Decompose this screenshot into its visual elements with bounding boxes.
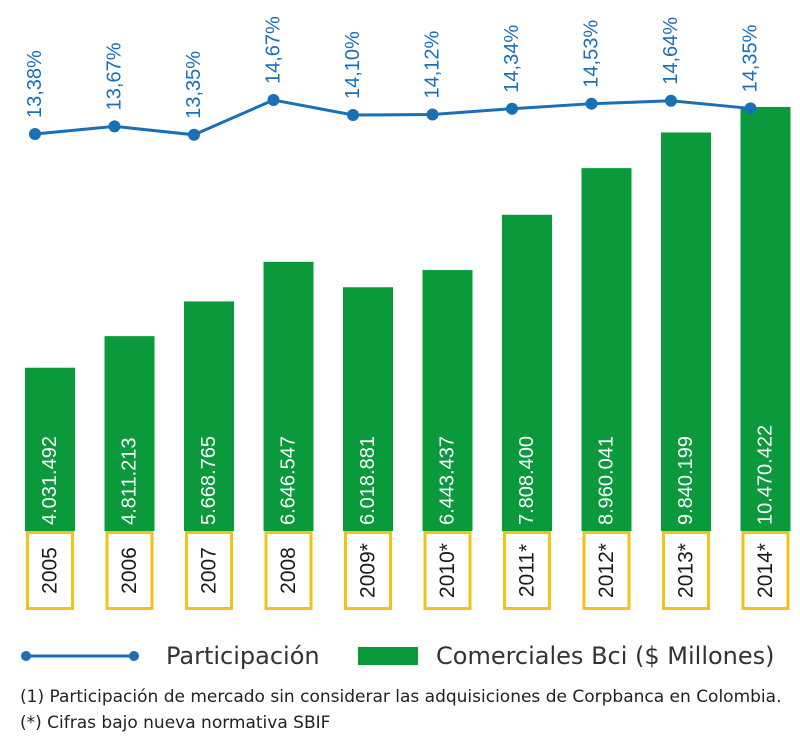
- participacion-value-label-8: 14,64%: [660, 17, 682, 85]
- category-label-8: 2013*: [675, 543, 698, 598]
- legend-participacion: Participación: [20, 638, 320, 674]
- bar-value-label-5: 6.443.437: [437, 436, 459, 525]
- category-box-5: [423, 531, 472, 610]
- category-label-0: 2005: [39, 547, 62, 594]
- bar-value-label-0: 4.031.492: [39, 436, 61, 525]
- legend-bar-swatch: [358, 647, 418, 665]
- bar-2: [184, 301, 234, 531]
- bar-1: [104, 336, 155, 531]
- participacion-value-label-3: 14,67%: [263, 16, 285, 84]
- category-box-2: [185, 531, 233, 610]
- bar-value-label-8: 9.840.199: [675, 436, 697, 525]
- participacion-point-6: [506, 102, 518, 115]
- legend-comerciales: Comerciales Bci ($ Millones): [358, 638, 775, 674]
- legend-line-swatch: [21, 651, 139, 661]
- category-label-9: 2014*: [754, 543, 777, 598]
- participacion-point-4: [347, 109, 359, 122]
- bar-value-label-3: 6.646.547: [278, 436, 300, 525]
- participacion-value-label-4: 14,10%: [342, 31, 364, 99]
- participacion-point-7: [585, 97, 598, 110]
- bar-5: [422, 270, 473, 531]
- participacion-value-label-1: 13,67%: [104, 42, 126, 110]
- bar-3: [263, 261, 314, 531]
- participacion-point-9: [744, 102, 757, 115]
- participacion-value-label-0: 13,38%: [24, 50, 46, 118]
- participacion-point-2: [188, 128, 200, 141]
- category-label-2: 2007: [198, 547, 221, 594]
- category-box-6: [503, 531, 551, 610]
- category-box-3: [264, 531, 313, 610]
- bar-4: [343, 287, 393, 531]
- bar-0: [25, 367, 75, 531]
- bar-value-label-7: 8.960.041: [596, 436, 618, 525]
- category-box-1: [105, 531, 154, 610]
- category-box-9: [741, 531, 790, 610]
- bar-9: [740, 106, 791, 531]
- bar-value-label-1: 4.811.213: [119, 438, 141, 526]
- participacion-value-label-5: 14,12%: [422, 30, 444, 98]
- footnote-1: (1) Participación de mercado sin conside…: [20, 687, 782, 707]
- participacion-value-label-9: 14,35%: [740, 24, 762, 92]
- participacion-value-label-6: 14,34%: [501, 25, 523, 93]
- participacion-point-8: [665, 94, 677, 107]
- participacion-point-5: [426, 108, 439, 121]
- category-box-0: [26, 531, 74, 610]
- category-label-7: 2012*: [595, 543, 618, 598]
- bar-value-label-2: 5.668.765: [198, 436, 220, 525]
- category-box-7: [582, 531, 631, 610]
- bar-value-label-4: 6.018.881: [357, 436, 379, 525]
- participacion-value-label-7: 14,53%: [581, 20, 603, 88]
- bar-value-label-9: 10.470.422: [755, 425, 777, 525]
- category-label-5: 2010*: [436, 543, 459, 598]
- category-box-8: [662, 531, 710, 610]
- category-label-6: 2011*: [516, 544, 539, 597]
- category-label-4: 2009*: [357, 543, 380, 598]
- category-label-1: 2006: [118, 547, 141, 594]
- participacion-value-label-2: 13,35%: [183, 51, 205, 119]
- category-box-4: [344, 531, 392, 610]
- bar-value-label-6: 7.808.400: [516, 436, 538, 525]
- legend-participacion-label: Participación: [166, 642, 320, 670]
- legend-comerciales-label: Comerciales Bci ($ Millones): [436, 642, 775, 670]
- bar-6: [502, 214, 552, 531]
- footnotes: (1) Participación de mercado sin conside…: [20, 684, 781, 736]
- participacion-point-3: [267, 94, 280, 106]
- footnote-2: (*) Cifras bajo nueva normativa SBIF: [20, 713, 331, 733]
- category-label-3: 2008: [277, 547, 300, 594]
- participacion-line: [34, 98, 751, 137]
- bar-7: [581, 168, 632, 531]
- participacion-point-1: [108, 120, 121, 133]
- bar-8: [661, 132, 711, 532]
- participacion-point-0: [29, 128, 41, 140]
- chart-canvas: 4.031.492 2005 4.811.213 2006 5.668.765 2007 6…: [24, 16, 791, 610]
